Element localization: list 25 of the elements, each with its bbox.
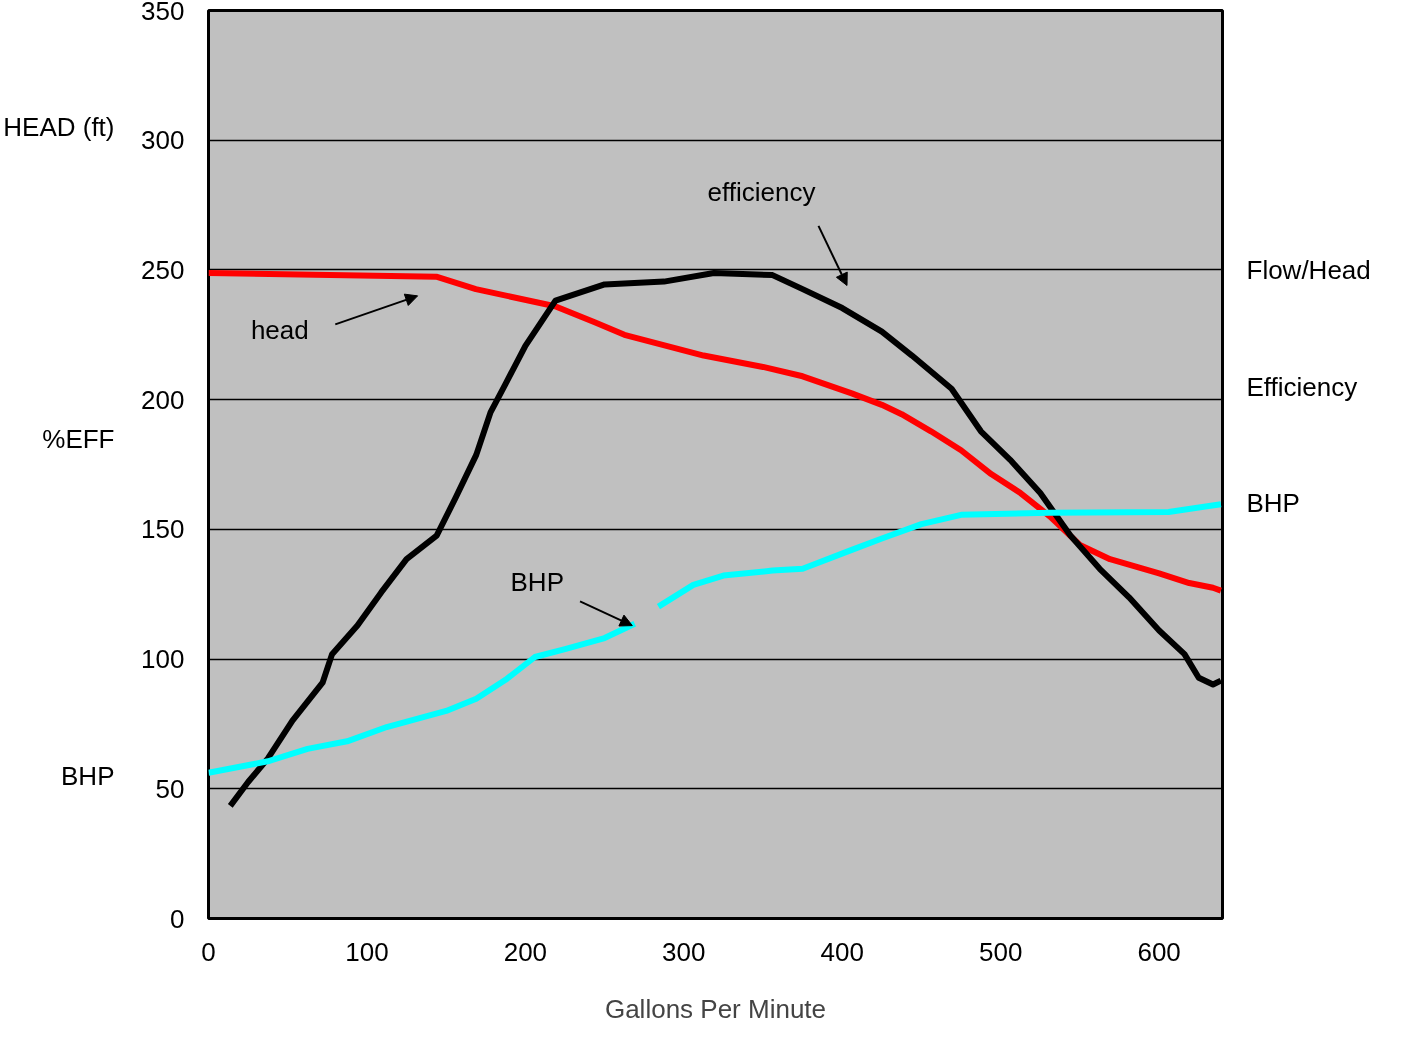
y-tick-label: 50	[155, 773, 185, 804]
text: Flow/Head	[1246, 254, 1371, 285]
y-axis-title: HEAD (ft)	[3, 112, 115, 143]
x-tick-label: 400	[820, 936, 864, 967]
y-tick-label: 250	[141, 254, 185, 285]
x-tick-label: 0	[201, 936, 216, 967]
y-tick-label: 0	[170, 903, 185, 934]
y-tick-label: 150	[141, 514, 185, 545]
y-tick-label: 300	[141, 125, 185, 156]
annotation: head	[250, 314, 309, 345]
y-tick-label: 350	[141, 0, 185, 26]
y-tick-label: 200	[141, 384, 185, 415]
text: BHP	[1246, 488, 1300, 519]
text: %EFF	[42, 423, 115, 454]
x-tick-label: 500	[979, 936, 1023, 967]
y-tick-label: 100	[141, 644, 185, 675]
annotation: BHP	[510, 566, 564, 597]
x-tick-label: 600	[1137, 936, 1181, 967]
text: Efficiency	[1246, 371, 1358, 402]
text: BHP	[61, 760, 115, 791]
annotation: efficiency	[707, 177, 816, 208]
x-tick-label: 200	[503, 936, 548, 967]
x-tick-label: 300	[662, 936, 706, 967]
x-axis-title: Gallons Per Minute	[604, 993, 827, 1024]
x-tick-label: 100	[345, 936, 389, 967]
